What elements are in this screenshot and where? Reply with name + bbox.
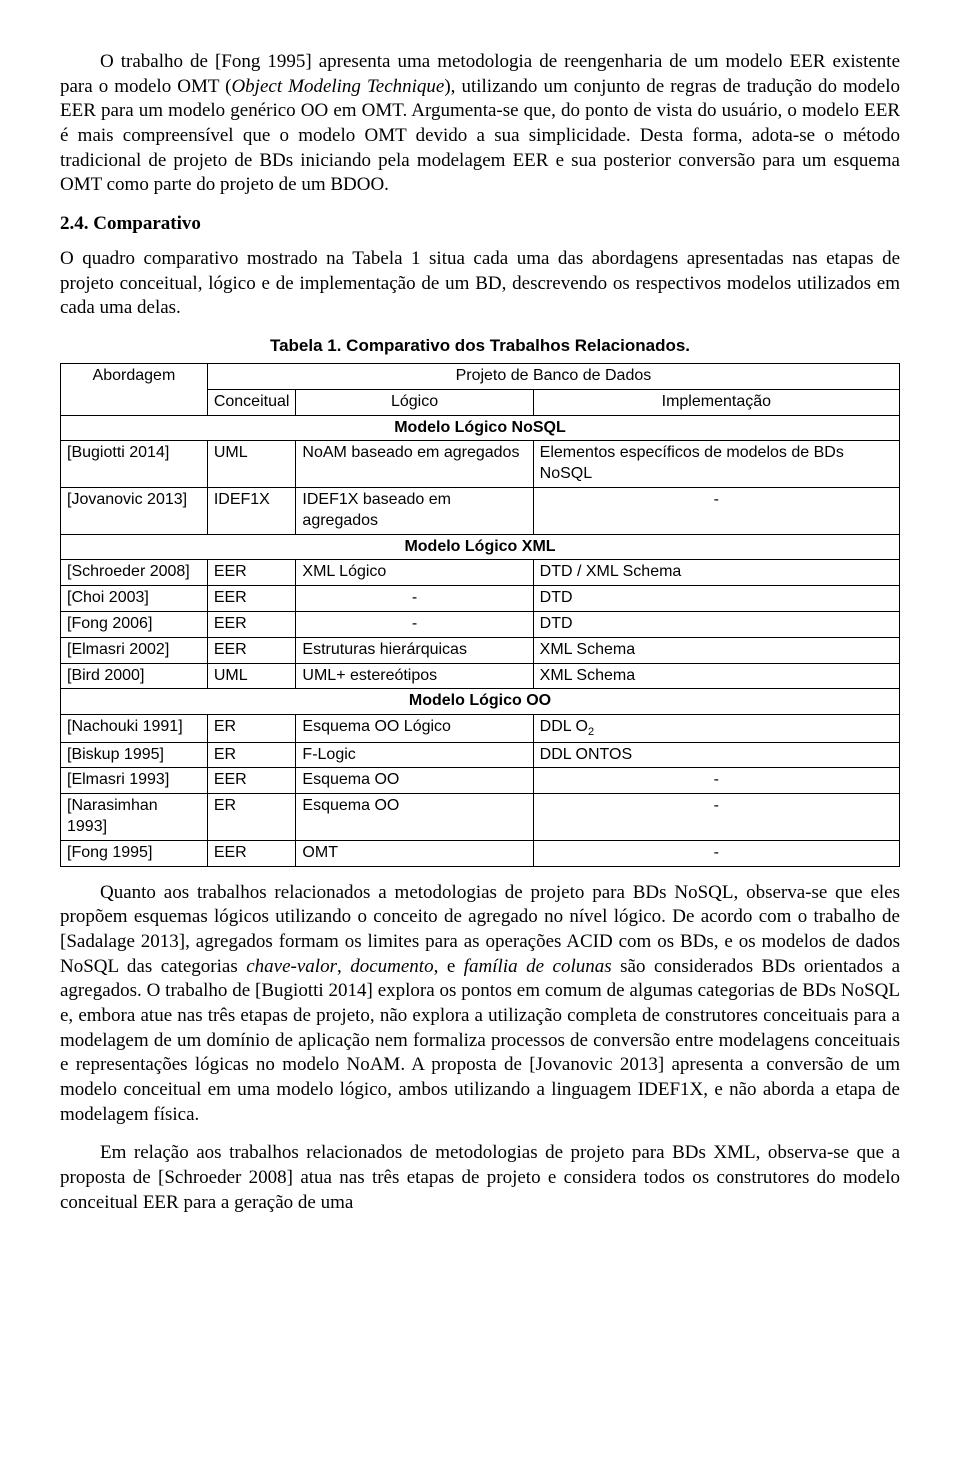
- cell-conceitual: EER: [207, 586, 296, 612]
- table-row: [Bird 2000] UML UML+ estereótipos XML Sc…: [61, 663, 900, 689]
- cell-logico: Esquema OO: [296, 794, 533, 841]
- cell-impl: DTD: [533, 586, 899, 612]
- cell-abordagem: [Narasimhan 1993]: [61, 794, 208, 841]
- paragraph-1: O trabalho de [Fong 1995] apresenta uma …: [60, 50, 900, 198]
- cell-impl: -: [533, 768, 899, 794]
- table-header-row-1: Abordagem Projeto de Banco de Dados: [61, 363, 900, 389]
- cell-abordagem: [Fong 1995]: [61, 840, 208, 866]
- paragraph-3: Quanto aos trabalhos relacionados a meto…: [60, 881, 900, 1128]
- paragraph-4: Em relação aos trabalhos relacionados de…: [60, 1141, 900, 1215]
- cell-impl: DDL O2: [533, 715, 899, 742]
- cell-conceitual: UML: [207, 663, 296, 689]
- cell-impl: Elementos específicos de modelos de BDs …: [533, 441, 899, 488]
- cell-logico: IDEF1X baseado em agregados: [296, 487, 533, 534]
- cell-conceitual: EER: [207, 768, 296, 794]
- table-row: [Choi 2003] EER - DTD: [61, 586, 900, 612]
- cell-abordagem: [Bugiotti 2014]: [61, 441, 208, 488]
- cell-impl: DTD / XML Schema: [533, 560, 899, 586]
- cell-conceitual: ER: [207, 742, 296, 768]
- cell-conceitual: ER: [207, 715, 296, 742]
- cell-conceitual: EER: [207, 637, 296, 663]
- para3-i3: família de colunas: [464, 956, 612, 977]
- table-caption: Tabela 1. Comparativo dos Trabalhos Rela…: [60, 335, 900, 357]
- cell-logico: -: [296, 586, 533, 612]
- cell-logico: -: [296, 611, 533, 637]
- cell-conceitual: ER: [207, 794, 296, 841]
- table-row: [Jovanovic 2013] IDEF1X IDEF1X baseado e…: [61, 487, 900, 534]
- cell-impl: XML Schema: [533, 663, 899, 689]
- table-row: [Elmasri 1993] EER Esquema OO -: [61, 768, 900, 794]
- cell-conceitual: EER: [207, 560, 296, 586]
- cell-impl: -: [533, 794, 899, 841]
- table-section-xml: Modelo Lógico XML: [61, 534, 900, 560]
- cell-impl: -: [533, 487, 899, 534]
- cell-logico: NoAM baseado em agregados: [296, 441, 533, 488]
- table-row: [Biskup 1995] ER F-Logic DDL ONTOS: [61, 742, 900, 768]
- col-abordagem: Abordagem: [61, 363, 208, 415]
- table-row: [Schroeder 2008] EER XML Lógico DTD / XM…: [61, 560, 900, 586]
- col-logico: Lógico: [296, 389, 533, 415]
- table-row: [Fong 2006] EER - DTD: [61, 611, 900, 637]
- cell-conceitual: UML: [207, 441, 296, 488]
- para3-i1: chave-valor: [246, 956, 337, 977]
- cell-logico: F-Logic: [296, 742, 533, 768]
- table-row: [Bugiotti 2014] UML NoAM baseado em agre…: [61, 441, 900, 488]
- section-nosql-label: Modelo Lógico NoSQL: [61, 415, 900, 441]
- cell-impl-pre: DDL O: [540, 718, 588, 735]
- section-heading: 2.4. Comparativo: [60, 212, 900, 237]
- col-impl: Implementação: [533, 389, 899, 415]
- cell-logico: Esquema OO Lógico: [296, 715, 533, 742]
- cell-logico: XML Lógico: [296, 560, 533, 586]
- cell-abordagem: [Bird 2000]: [61, 663, 208, 689]
- cell-logico: UML+ estereótipos: [296, 663, 533, 689]
- cell-logico: OMT: [296, 840, 533, 866]
- table-section-oo: Modelo Lógico OO: [61, 689, 900, 715]
- cell-conceitual: IDEF1X: [207, 487, 296, 534]
- section-oo-label: Modelo Lógico OO: [61, 689, 900, 715]
- comparative-table: Abordagem Projeto de Banco de Dados Conc…: [60, 363, 900, 867]
- para1-italic: Object Modeling Technique: [231, 76, 444, 97]
- cell-abordagem: [Elmasri 1993]: [61, 768, 208, 794]
- cell-abordagem: [Choi 2003]: [61, 586, 208, 612]
- para3-m2: , e: [434, 956, 464, 977]
- cell-impl-sub: 2: [588, 726, 594, 738]
- table-section-nosql: Modelo Lógico NoSQL: [61, 415, 900, 441]
- cell-logico: Esquema OO: [296, 768, 533, 794]
- cell-logico: Estruturas hierárquicas: [296, 637, 533, 663]
- table-row: [Fong 1995] EER OMT -: [61, 840, 900, 866]
- cell-conceitual: EER: [207, 611, 296, 637]
- cell-impl: -: [533, 840, 899, 866]
- cell-abordagem: [Nachouki 1991]: [61, 715, 208, 742]
- para3-m1: ,: [337, 956, 350, 977]
- table-row: [Narasimhan 1993] ER Esquema OO -: [61, 794, 900, 841]
- cell-abordagem: [Elmasri 2002]: [61, 637, 208, 663]
- cell-abordagem: [Schroeder 2008]: [61, 560, 208, 586]
- col-projeto: Projeto de Banco de Dados: [207, 363, 899, 389]
- table-row: [Elmasri 2002] EER Estruturas hierárquic…: [61, 637, 900, 663]
- col-conceitual: Conceitual: [207, 389, 296, 415]
- cell-impl: DTD: [533, 611, 899, 637]
- para3-post: são considerados BDs orientados a agrega…: [60, 956, 900, 1125]
- cell-abordagem: [Fong 2006]: [61, 611, 208, 637]
- cell-conceitual: EER: [207, 840, 296, 866]
- cell-abordagem: [Jovanovic 2013]: [61, 487, 208, 534]
- cell-abordagem: [Biskup 1995]: [61, 742, 208, 768]
- paragraph-2: O quadro comparativo mostrado na Tabela …: [60, 247, 900, 321]
- table-row: [Nachouki 1991] ER Esquema OO Lógico DDL…: [61, 715, 900, 742]
- para3-i2: documento: [350, 956, 433, 977]
- cell-impl: DDL ONTOS: [533, 742, 899, 768]
- cell-impl: XML Schema: [533, 637, 899, 663]
- section-xml-label: Modelo Lógico XML: [61, 534, 900, 560]
